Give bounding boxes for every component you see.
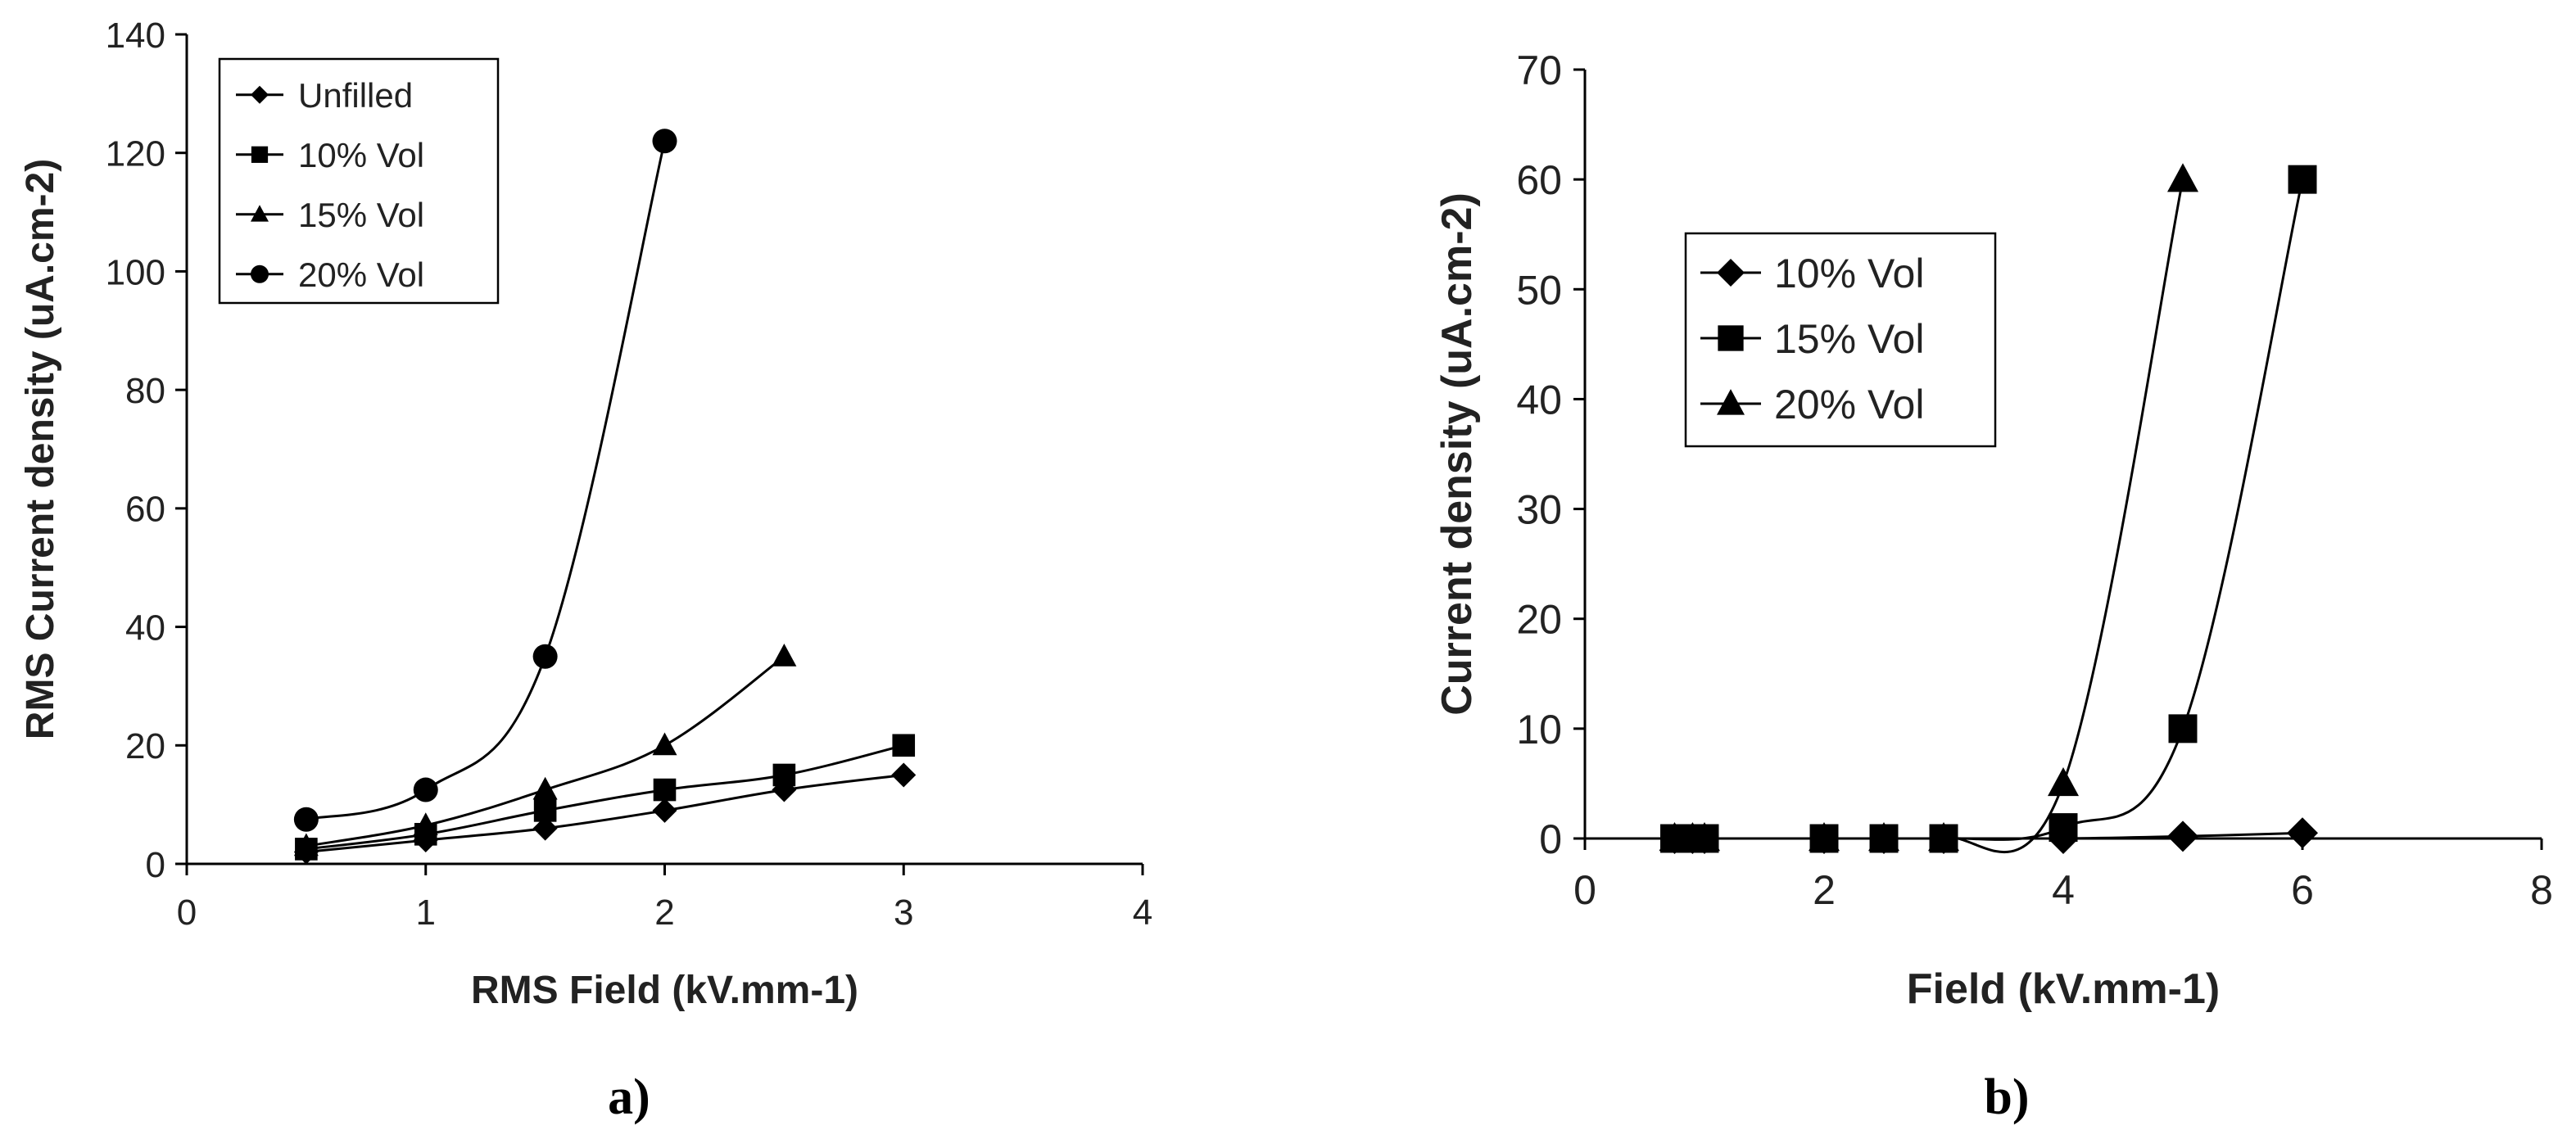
chart-b-y-tick-label: 20 [1516, 597, 1562, 643]
chart-a-legend-marker [251, 205, 269, 222]
chart-a-x-tick-label: 1 [416, 893, 436, 933]
chart-a-legend-marker [251, 85, 269, 104]
chart-b-data-point [2167, 163, 2198, 192]
chart-a-legend-marker [251, 264, 269, 283]
chart-b-data-point [1689, 822, 1720, 852]
chart-b-legend-label: 10% Vol [1774, 251, 1924, 296]
chart-b-legend-marker [1717, 259, 1745, 287]
chart-b-data-point [2049, 813, 2078, 843]
chart-a-x-tick-label: 2 [654, 893, 674, 933]
chart-b-legend-label: 15% Vol [1774, 316, 1924, 362]
chart-a-x-tick-label: 0 [177, 893, 197, 933]
panel-a-caption: a) [608, 1069, 650, 1125]
chart-a-y-tick-label: 120 [106, 134, 165, 174]
chart-a-data-point [413, 777, 438, 802]
chart-b-data-point [1928, 822, 1959, 852]
panel-b-caption: b) [1984, 1069, 2029, 1125]
chart-a-data-point [532, 776, 558, 800]
chart-b-data-point [2168, 714, 2198, 744]
chart-b-y-tick-label: 10 [1516, 707, 1562, 753]
chart-b-x-axis-label: Field (kV.mm-1) [1907, 965, 2220, 1013]
chart-b-data-point [2287, 817, 2318, 849]
chart-a-legend: Unfilled 10% Vol 15% Vol 20% Vol [218, 57, 500, 305]
chart-b-y-tick-label: 60 [1516, 157, 1562, 203]
chart-a-legend-box [218, 57, 500, 305]
chart-b-x-tick-label: 4 [2052, 867, 2075, 913]
chart-a-series-line-0 [306, 774, 904, 853]
chart-a-data-point [772, 763, 796, 787]
chart-b-x-tick-label: 8 [2530, 867, 2553, 913]
chart-a-y-tick-label: 100 [106, 252, 165, 292]
chart-b-x-tick-label: 0 [1573, 867, 1596, 913]
chart-a-y-axis-label: RMS Current density (uA.cm-2) [19, 159, 62, 739]
chart-a-data-point [892, 734, 916, 757]
chart-a-legend-label: 10% Vol [298, 136, 424, 174]
chart-a: 0 20 40 60 80 100 120 140 0 1 2 3 4 RMS Field (kV.mm-… [19, 16, 1152, 1012]
chart-b-legend: 10% Vol 15% Vol 20% Vol [1684, 232, 1997, 448]
chart-b-data-point [2167, 820, 2198, 852]
chart-a-legend-label: Unfilled [298, 76, 413, 115]
chart-a-data-point [533, 799, 557, 822]
chart-a-data-point [413, 812, 438, 835]
chart-a-data-point [293, 833, 319, 857]
chart-b-legend-label: 20% Vol [1774, 382, 1924, 427]
chart-a-data-point [652, 798, 677, 823]
chart-b-data-point [1809, 822, 1840, 852]
chart-a-y-tick-label: 140 [106, 16, 165, 56]
chart-b-data-point [1868, 822, 1899, 852]
chart-a-x-tick-label: 4 [1133, 893, 1152, 933]
chart-b-y-axis-label: Current density (uA.cm-2) [1433, 192, 1481, 716]
chart-b-x-tick-label: 6 [2291, 867, 2314, 913]
chart-a-data-point [772, 644, 797, 667]
chart-a-legend-label: 20% Vol [298, 255, 424, 294]
chart-b-y-tick-label: 50 [1516, 267, 1562, 313]
chart-a-x-tick-label: 3 [894, 893, 913, 933]
chart-a-series-line-1 [306, 744, 904, 851]
chart-b-legend-marker [1717, 389, 1745, 415]
chart-b-y-tick-label: 0 [1539, 816, 1562, 862]
chart-b-data-point [2048, 766, 2079, 797]
chart-a-data-point [532, 644, 558, 669]
chart-a-series-line-3 [306, 140, 666, 821]
chart-a-legend-label: 15% Vol [298, 196, 424, 234]
chart-a-y-tick-label: 80 [125, 371, 165, 411]
chart-a-legend-marker [251, 146, 269, 163]
chart-a-data-point [532, 816, 558, 841]
chart-a-data-point [652, 129, 677, 154]
chart-b-y-tick-label: 40 [1516, 377, 1562, 423]
chart-b-y-tick-label: 30 [1516, 487, 1562, 533]
chart-a-x-axis-label: RMS Field (kV.mm-1) [471, 969, 858, 1012]
chart-a-y-tick-label: 60 [125, 490, 165, 530]
chart-a-data-point [891, 762, 917, 788]
chart-a-y-tick-label: 0 [146, 845, 165, 885]
chart-a-data-point [653, 778, 677, 802]
chart-b: 0 10 20 30 40 50 60 70 0 2 4 6 8 Field (kV.mm-1) Curre… [1433, 47, 2553, 1013]
chart-a-y-tick-label: 20 [125, 726, 165, 766]
chart-a-data-point [293, 807, 319, 832]
chart-b-y-tick-label: 70 [1516, 47, 1562, 93]
chart-b-x-tick-label: 2 [1813, 867, 1836, 913]
chart-b-legend-marker [1718, 325, 1744, 351]
chart-a-y-tick-label: 40 [125, 608, 165, 648]
chart-b-data-point [2288, 165, 2317, 194]
chart-a-data-point [652, 732, 677, 756]
